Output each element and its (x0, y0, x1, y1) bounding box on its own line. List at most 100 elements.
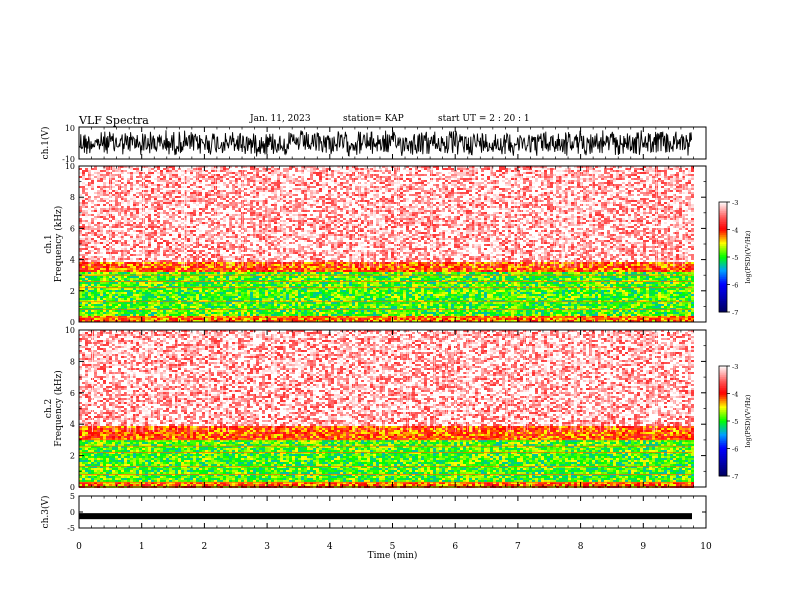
ch1-spectrogram-cell (199, 292, 202, 294)
ch1-spectrogram-cell (130, 304, 133, 306)
ch1-spectrogram-cell (181, 210, 184, 212)
ch1-spectrogram-cell (256, 192, 259, 194)
ch1-spectrogram-cell (181, 198, 184, 200)
ch1-spectrogram-cell (220, 266, 223, 268)
ch1-spectrogram-cell (202, 212, 205, 214)
ch1-spectrogram-cell (154, 248, 157, 250)
ch1-spectrogram-cell (124, 272, 127, 274)
ch1-spectrogram-cell (181, 190, 184, 192)
ch1-spectrogram-cell (154, 242, 157, 244)
ch1-spectrogram-cell (193, 288, 196, 290)
ch1-spectrogram-cell (127, 168, 130, 170)
ch1-spectrogram-cell (205, 236, 208, 238)
ch1-spectrogram-cell (223, 256, 226, 258)
ch1-spectrogram-cell (112, 288, 115, 290)
ch1-spectrogram-cell (82, 218, 85, 220)
ch1-spectrogram-cell (94, 212, 97, 214)
ch1-spectrogram-cell (97, 220, 100, 222)
ch1-spectrogram-cell (91, 180, 94, 182)
ch1-spectrogram-cell (202, 314, 205, 316)
ch1-spectrogram-cell (160, 260, 163, 262)
ch1-spectrogram-cell (106, 168, 109, 170)
ch1-spectrogram-cell (88, 276, 91, 278)
ch1-spectrogram-cell (163, 200, 166, 202)
ch1-spectrogram-cell (100, 204, 103, 206)
ch1-spectrogram-cell (145, 202, 148, 204)
ch1-spectrogram-cell (163, 216, 166, 218)
ch1-spectrogram-cell (205, 262, 208, 264)
ch1-spectrogram-cell (130, 260, 133, 262)
ch1-spectrogram-cell (160, 252, 163, 254)
ch1-spectrogram-cell (154, 236, 157, 238)
ch1-spectrogram-cell (133, 240, 136, 242)
ch1-spectrogram-cell (100, 190, 103, 192)
ch1-spectrogram-cell (169, 290, 172, 292)
ch1-spectrogram-cell (115, 232, 118, 234)
ch1-spectrogram-cell (235, 208, 238, 210)
ch1-spectrogram-cell (190, 304, 193, 306)
ch1-spectrogram-cell (97, 312, 100, 314)
ch1-spectrogram-cell (139, 210, 142, 212)
ch1-spectrogram-cell (82, 180, 85, 182)
ch1-spectrogram-cell (244, 272, 247, 274)
ch1-spectrogram-cell (226, 226, 229, 228)
ch1-spectrogram-cell (202, 306, 205, 308)
ch1-spectrogram-cell (85, 266, 88, 268)
ch1-spectrogram-cell (157, 180, 160, 182)
ch1-spectrogram-cell (127, 196, 130, 198)
ch1-spectrogram-cell (103, 306, 106, 308)
ch1-spectrogram-cell (160, 262, 163, 264)
ch1-spectrogram-cell (187, 264, 190, 266)
ch1-spectrogram-cell (133, 238, 136, 240)
ch1-spectrogram-cell (217, 182, 220, 184)
ch1-spectrogram-cell (172, 312, 175, 314)
ch1-spectrogram-cell (220, 312, 223, 314)
ch1-spectrogram-cell (160, 244, 163, 246)
ch1-spectrogram-cell (190, 248, 193, 250)
ch1-spectrogram-cell (88, 208, 91, 210)
ch1-spectrogram-cell (208, 236, 211, 238)
ch1-spectrogram-cell (112, 268, 115, 270)
ch1-spectrogram-cell (247, 230, 250, 232)
ch1-spectrogram-cell (178, 196, 181, 198)
ch1-spectrogram-cell (163, 278, 166, 280)
ch1-spectrogram-cell (115, 310, 118, 312)
ch1-spectrogram-cell (259, 206, 262, 208)
ch1-spectrogram-cell (139, 194, 142, 196)
ch1-spectrogram-cell (94, 276, 97, 278)
ch1-spectrogram-cell (232, 230, 235, 232)
ch1-spectrogram-cell (91, 244, 94, 246)
ch1-spectrogram-cell (193, 256, 196, 258)
ch1-spectrogram-cell (148, 272, 151, 274)
ch1-spectrogram-cell (250, 238, 253, 240)
ch1-spectrogram-cell (223, 318, 226, 320)
ch1-spectrogram-cell (85, 312, 88, 314)
ch1-spectrogram-cell (229, 270, 232, 272)
ch1-spectrogram-cell (127, 310, 130, 312)
ch1-spectrogram-cell (232, 276, 235, 278)
ch1-spectrogram-cell (121, 294, 124, 296)
ch1-spectrogram-cell (217, 272, 220, 274)
ch1-spectrogram-cell (166, 268, 169, 270)
ch1-spectrogram-cell (187, 294, 190, 296)
ch1-spectrogram-cell (169, 262, 172, 264)
ch1-spectrogram-cell (172, 210, 175, 212)
ch1-spectrogram-cell (250, 196, 253, 198)
ch1-spectrogram-cell (160, 182, 163, 184)
ch1-spectrogram-cell (187, 212, 190, 214)
ch1-spectrogram-cell (130, 196, 133, 198)
ch1-spectrogram-cell (259, 272, 262, 274)
ch1-spectrogram-cell (94, 180, 97, 182)
ch1-spectrogram-cell (100, 270, 103, 272)
ch1-spectrogram-cell (181, 206, 184, 208)
ch1-spectrogram-cell (82, 174, 85, 176)
ch1-spectrogram-cell (217, 198, 220, 200)
ch1-spectrogram-cell (253, 290, 256, 292)
ch1-spectrogram-cell (85, 202, 88, 204)
ch1-spectrogram-cell (139, 284, 142, 286)
ch1-spectrogram-cell (226, 206, 229, 208)
ch1-spectrogram-cell (190, 178, 193, 180)
ch1-spectrogram-cell (145, 258, 148, 260)
ch1-spectrogram-cell (259, 260, 262, 262)
ch1-spectrogram-cell (166, 222, 169, 224)
